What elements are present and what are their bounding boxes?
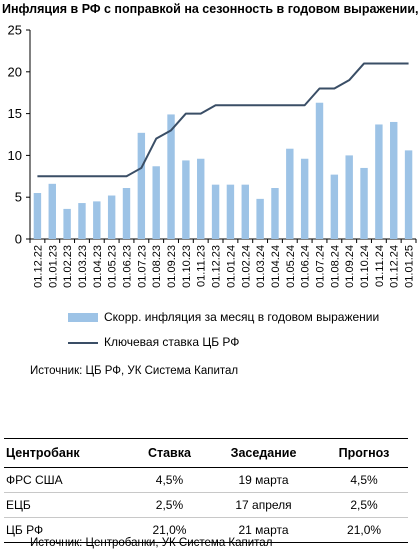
- table-row: ФРС США 4,5% 19 марта 4,5%: [4, 467, 408, 493]
- x-tick-label: 01.04.23: [92, 245, 104, 288]
- x-tick-label: 01.05.23: [107, 245, 119, 288]
- legend-line: Ключевая ставка ЦБ РФ: [68, 335, 239, 349]
- x-tick-label: 01.02.23: [62, 245, 74, 288]
- bar: [152, 166, 160, 239]
- bar: [256, 198, 264, 239]
- x-tick-label: 01.12.23: [211, 245, 223, 288]
- bar: [78, 203, 86, 239]
- x-tick-label: 01.01.25: [404, 245, 416, 288]
- legend-line-label: Ключевая ставка ЦБ РФ: [104, 335, 240, 349]
- table-row: ЕЦБ 2,5% 17 апреля 2,5%: [4, 492, 408, 518]
- legend-bars: Скорр. инфляция за месяц в годовом выраж…: [68, 310, 379, 324]
- legend-line-swatch: [68, 341, 98, 344]
- x-tick-label: 01.05.24: [285, 245, 297, 288]
- bar: [330, 174, 339, 239]
- table-row: ЦБ РФ 21,0% 21 марта 21,0%: [4, 517, 408, 543]
- bar: [48, 183, 56, 239]
- x-tick-label: 01.11.24: [374, 245, 386, 287]
- y-tick-label: 0: [15, 232, 22, 247]
- x-tick-label: 01.11.23: [196, 245, 208, 287]
- x-tick-label: 01.10.24: [359, 245, 371, 288]
- header-rate: Ставка: [147, 446, 191, 460]
- header-bank: Центробанк: [6, 446, 80, 460]
- bar: [315, 102, 324, 240]
- bar: [241, 184, 249, 239]
- x-tick-label: 01.03.23: [77, 245, 89, 288]
- bar: [167, 114, 175, 239]
- bar: [360, 167, 368, 239]
- x-tick-label: 01.03.24: [255, 245, 267, 288]
- cell-bank: ЕЦБ: [4, 492, 132, 518]
- table-source: Источник: Центробанки, УК Система Капита…: [30, 537, 273, 549]
- header-forecast: Прогноз: [338, 446, 390, 460]
- x-tick-label: 01.01.24: [225, 245, 237, 288]
- x-tick-label: 01.08.23: [151, 245, 163, 288]
- bar: [93, 201, 101, 239]
- bar: [271, 188, 279, 239]
- x-tick-label: 01.01.23: [47, 245, 59, 288]
- cell-rate: 2,5%: [131, 492, 207, 518]
- x-tick-label: 01.12.22: [32, 245, 44, 288]
- bar: [404, 150, 413, 239]
- legend-bar-label: Скорр. инфляция за месяц в годовом выраж…: [104, 310, 380, 324]
- y-tick-label: 25: [8, 23, 22, 38]
- chart-source: Источник: ЦБ РФ, УК Система Капитал: [30, 365, 239, 377]
- x-tick-label: 01.07.23: [136, 245, 148, 288]
- bar: [182, 160, 190, 239]
- bar: [197, 158, 205, 239]
- x-tick-label: 01.06.23: [122, 245, 134, 288]
- y-tick-label: 20: [8, 64, 22, 79]
- header-meeting: Заседание: [230, 446, 297, 460]
- x-tick-label: 01.12.24: [389, 245, 401, 288]
- bar: [345, 155, 353, 239]
- bar: [122, 188, 131, 239]
- cell-bank: ЦБ РФ: [4, 517, 132, 543]
- x-tick-label: 01.07.24: [315, 245, 327, 288]
- bar: [375, 124, 383, 239]
- x-tick-label: 01.06.24: [300, 245, 312, 288]
- cell-rate: 4,5%: [131, 467, 207, 493]
- legend-bar-swatch: [68, 313, 98, 323]
- x-tick-label: 01.09.23: [166, 245, 178, 288]
- bar: [63, 208, 71, 239]
- cell-bank: ФРС США: [4, 467, 132, 493]
- cell-forecast: 2,5%: [320, 492, 408, 518]
- y-tick-label: 10: [8, 148, 22, 163]
- key-rate-line: [37, 62, 409, 178]
- chart-title: Инфляция в РФ с поправкой на сезонность …: [2, 2, 420, 16]
- cell-forecast: 21,0%: [320, 517, 408, 543]
- bar: [107, 195, 116, 239]
- y-tick-label: 15: [8, 106, 22, 121]
- cell-meeting: 19 марта: [207, 467, 321, 493]
- cell-rate: 21,0%: [131, 517, 207, 543]
- y-tick-label: 5: [15, 190, 22, 205]
- cell-meeting: 21 марта: [207, 517, 321, 543]
- cell-meeting: 17 апреля: [207, 492, 321, 518]
- bar: [286, 148, 294, 239]
- bar: [137, 132, 146, 239]
- x-tick-label: 01.09.24: [344, 245, 356, 288]
- bar: [211, 184, 220, 239]
- bar: [33, 193, 42, 239]
- x-tick-label: 01.08.24: [329, 245, 341, 288]
- bar: [226, 184, 235, 239]
- cell-forecast: 4,5%: [320, 467, 408, 493]
- x-tick-label: 01.04.24: [270, 245, 282, 288]
- x-tick-label: 01.10.23: [181, 245, 193, 288]
- rates-table: Центробанк Ставка Заседание Прогноз ФРС …: [4, 438, 408, 543]
- bar: [390, 121, 398, 239]
- x-tick-label: 01.02.24: [240, 245, 252, 288]
- table-header-row: Центробанк Ставка Заседание Прогноз: [4, 438, 408, 468]
- bar: [300, 158, 309, 239]
